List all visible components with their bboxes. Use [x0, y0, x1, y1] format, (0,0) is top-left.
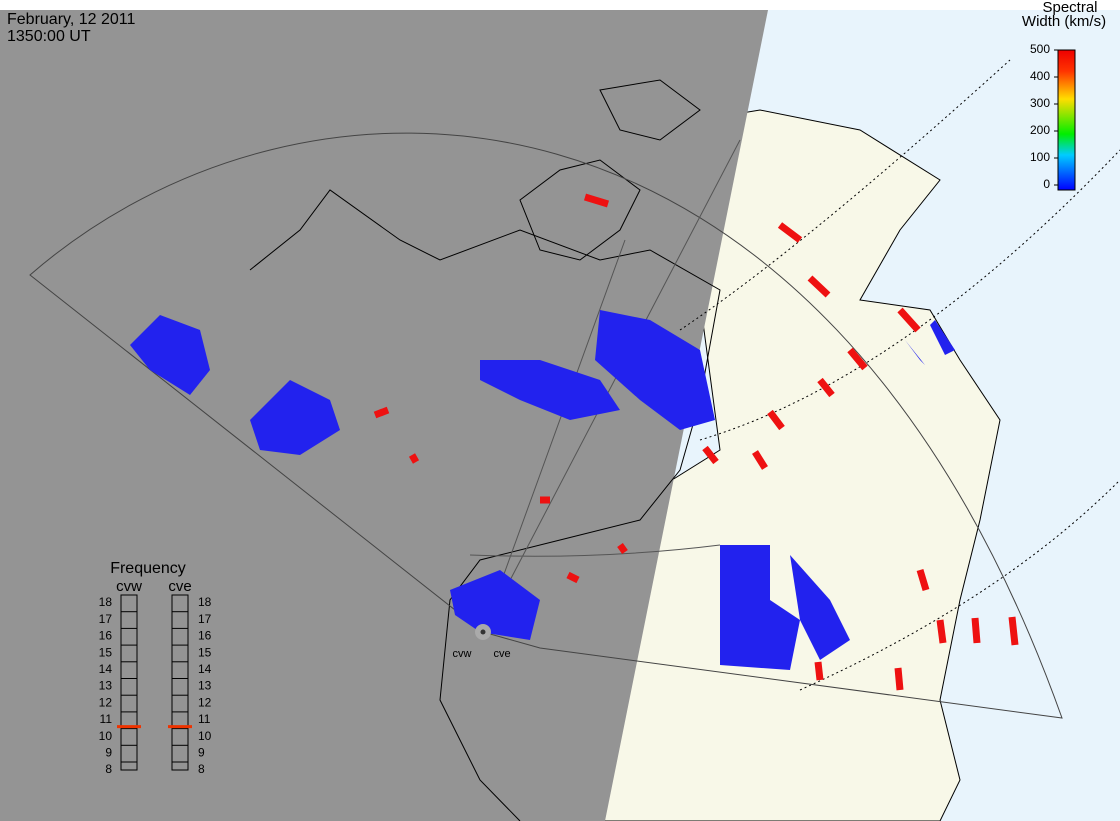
frequency-tick-label: 8	[105, 762, 112, 776]
frequency-tick-label: 12	[99, 695, 113, 709]
frequency-tick-label: 11	[100, 712, 113, 726]
frequency-tick-label: 14	[99, 662, 113, 676]
frequency-tick-label: 10	[99, 729, 113, 743]
colorbar-tick-label: 500	[1030, 42, 1050, 56]
islands	[519, 79, 701, 261]
frequency-tick-label: 10	[198, 729, 212, 743]
coastline	[249, 189, 721, 821]
colorbar	[1057, 49, 1076, 191]
frequency-tick-label: 17	[198, 612, 212, 626]
frequency-tick-label: 17	[99, 612, 113, 626]
frequency-tick-label: 13	[99, 679, 113, 693]
frequency-tick-label: 14	[198, 662, 212, 676]
radar-name: cve	[168, 578, 191, 595]
latitude-lines	[679, 59, 1120, 691]
frequency-tick-label: 13	[198, 679, 212, 693]
scatter-streaks	[373, 193, 1019, 691]
frequency-title: Frequency	[110, 560, 186, 577]
frequency-tick-label: 16	[198, 629, 212, 643]
colorbar-title: Spectral	[1042, 0, 1097, 16]
fov-outline	[29, 132, 1063, 719]
frequency-tick-label: 12	[198, 695, 212, 709]
night-side	[0, 10, 768, 821]
frequency-tick-label: 16	[99, 629, 113, 643]
frequency-tick-label: 15	[99, 645, 113, 659]
frequency-tick-label: 18	[99, 595, 113, 609]
colorbar-tick-label: 300	[1030, 96, 1050, 110]
time: 1350:00 UT	[7, 28, 91, 45]
frequency-tick-label: 9	[198, 745, 205, 759]
station-label: cve	[493, 648, 510, 660]
top-strip	[0, 0, 1120, 10]
colorbar-tick-label: 100	[1030, 150, 1050, 164]
frequency-tick-label: 11	[198, 712, 211, 726]
radar-site	[480, 629, 486, 635]
colorbar-tick-label: 400	[1030, 69, 1050, 83]
scatter-cells	[130, 310, 955, 670]
station-label: cvw	[453, 648, 472, 660]
frequency-tick-label: 18	[198, 595, 212, 609]
frequency-tick-label: 9	[105, 745, 112, 759]
frequency-tick-label: 15	[198, 645, 212, 659]
frequency-tick-label: 8	[198, 762, 205, 776]
radar-name: cvw	[116, 578, 142, 595]
colorbar-tick-label: 200	[1030, 123, 1050, 137]
colorbar-title: Width (km/s)	[1022, 13, 1106, 30]
date: February, 12 2011	[7, 11, 135, 28]
colorbar-tick-label: 0	[1043, 177, 1050, 191]
beam-lines	[469, 139, 741, 633]
